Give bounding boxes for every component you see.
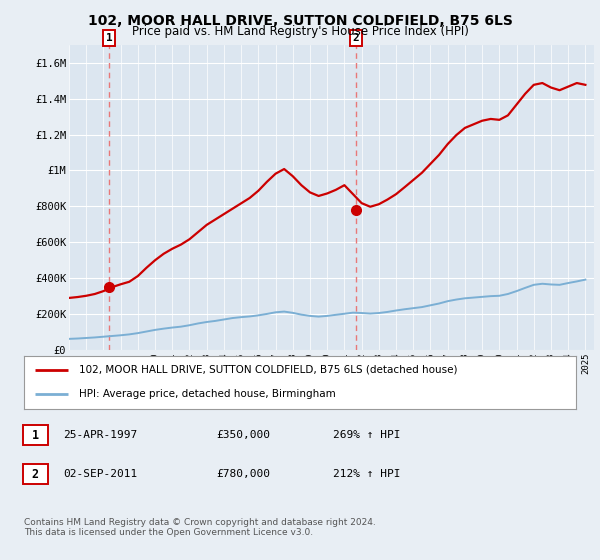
Text: Contains HM Land Registry data © Crown copyright and database right 2024.
This d: Contains HM Land Registry data © Crown c… (24, 518, 376, 538)
Text: 2: 2 (32, 468, 39, 481)
Text: 2: 2 (353, 33, 359, 43)
Text: 269% ↑ HPI: 269% ↑ HPI (333, 430, 401, 440)
Text: 02-SEP-2011: 02-SEP-2011 (63, 469, 137, 479)
Text: £350,000: £350,000 (216, 430, 270, 440)
Text: 102, MOOR HALL DRIVE, SUTTON COLDFIELD, B75 6LS (detached house): 102, MOOR HALL DRIVE, SUTTON COLDFIELD, … (79, 365, 458, 375)
Text: 102, MOOR HALL DRIVE, SUTTON COLDFIELD, B75 6LS: 102, MOOR HALL DRIVE, SUTTON COLDFIELD, … (88, 14, 512, 28)
Text: £780,000: £780,000 (216, 469, 270, 479)
Text: 1: 1 (32, 428, 39, 442)
Text: HPI: Average price, detached house, Birmingham: HPI: Average price, detached house, Birm… (79, 389, 336, 399)
Text: 25-APR-1997: 25-APR-1997 (63, 430, 137, 440)
Text: 1: 1 (106, 33, 112, 43)
Text: 212% ↑ HPI: 212% ↑ HPI (333, 469, 401, 479)
Text: Price paid vs. HM Land Registry's House Price Index (HPI): Price paid vs. HM Land Registry's House … (131, 25, 469, 38)
